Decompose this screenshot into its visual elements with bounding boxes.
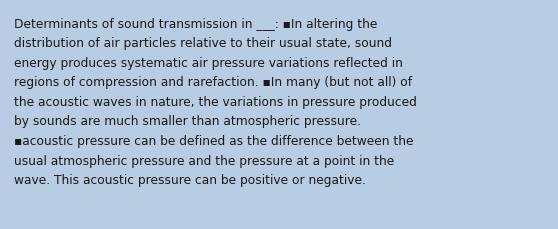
Text: energy produces systematic air pressure variations reflected in: energy produces systematic air pressure … bbox=[14, 57, 403, 70]
Text: ▪acoustic pressure can be defined as the difference between the: ▪acoustic pressure can be defined as the… bbox=[14, 134, 413, 147]
Text: distribution of air particles relative to their usual state, sound: distribution of air particles relative t… bbox=[14, 37, 392, 50]
Text: the acoustic waves in nature, the variations in pressure produced: the acoustic waves in nature, the variat… bbox=[14, 95, 417, 109]
Text: Determinants of sound transmission in ___: ▪In altering the: Determinants of sound transmission in __… bbox=[14, 18, 377, 31]
Text: usual atmospheric pressure and the pressure at a point in the: usual atmospheric pressure and the press… bbox=[14, 154, 395, 167]
Text: by sounds are much smaller than atmospheric pressure.: by sounds are much smaller than atmosphe… bbox=[14, 115, 361, 128]
Text: wave. This acoustic pressure can be positive or negative.: wave. This acoustic pressure can be posi… bbox=[14, 173, 366, 186]
Text: regions of compression and rarefaction. ▪In many (but not all) of: regions of compression and rarefaction. … bbox=[14, 76, 412, 89]
